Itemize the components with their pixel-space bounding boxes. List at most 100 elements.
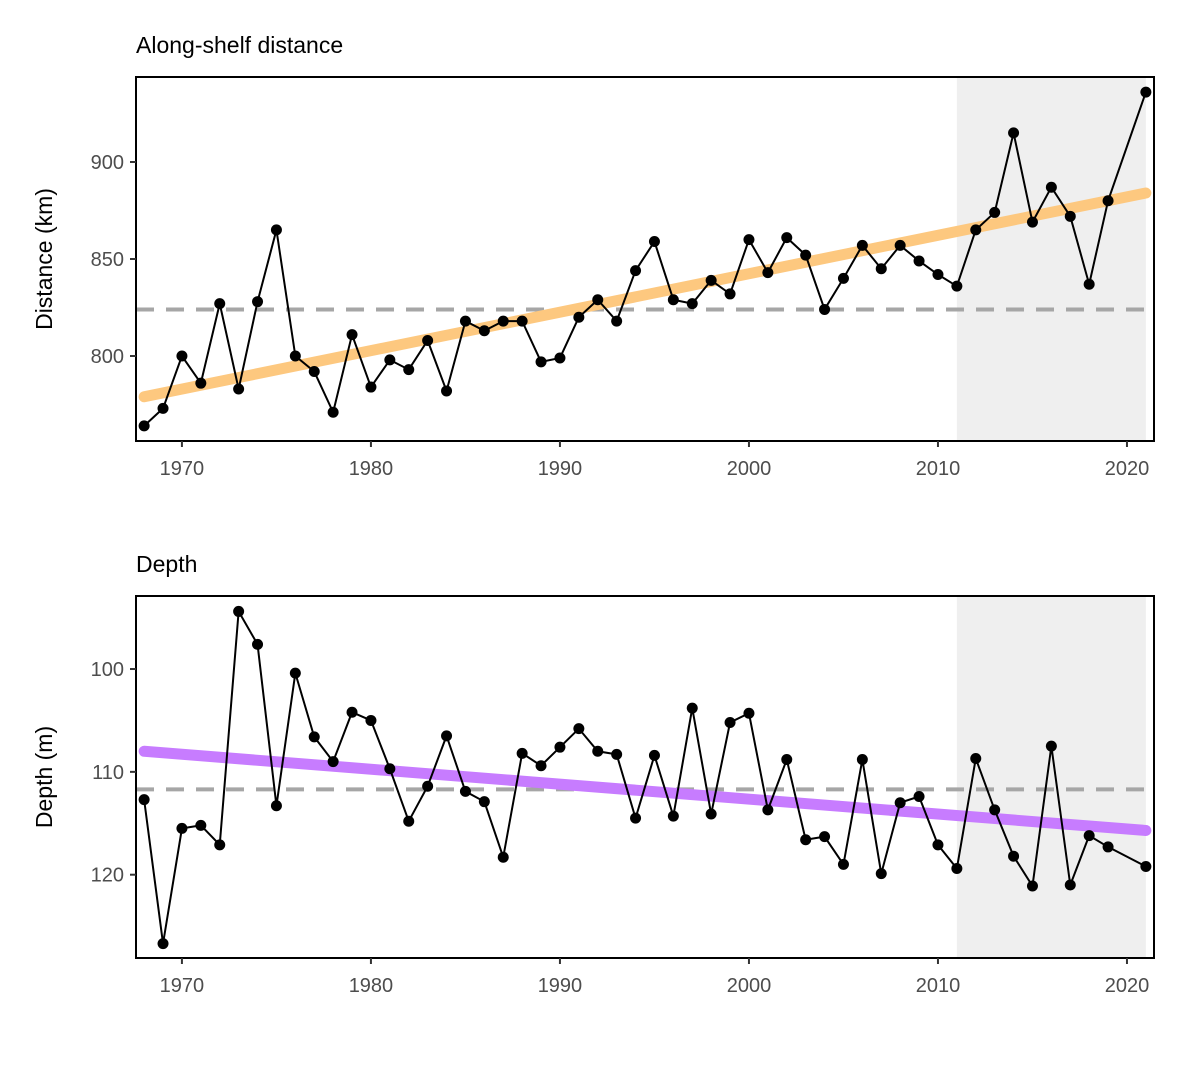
data-point: [1102, 841, 1114, 853]
data-point: [970, 224, 982, 236]
data-point: [875, 868, 887, 880]
data-point: [1026, 880, 1038, 892]
data-point: [535, 356, 547, 368]
trend-line: [138, 745, 1152, 836]
data-point: [516, 315, 528, 327]
data-point: [214, 298, 226, 310]
data-point: [1102, 195, 1114, 207]
data-point: [743, 234, 755, 246]
data-point: [138, 794, 150, 806]
data-point: [176, 350, 188, 362]
y-axis-label: Depth (m): [31, 726, 57, 828]
data-point: [743, 707, 755, 719]
y-tick-label: 900: [91, 152, 124, 174]
data-point: [1064, 210, 1076, 222]
data-point: [270, 800, 282, 812]
data-point: [157, 938, 169, 950]
data-point: [611, 315, 623, 327]
data-point: [573, 311, 585, 323]
data-point: [970, 752, 982, 764]
y-tick-label: 110: [92, 762, 124, 784]
data-point: [1045, 181, 1057, 193]
data-point: [667, 294, 679, 306]
data-point: [630, 265, 642, 277]
data-point: [422, 780, 434, 792]
data-point: [894, 797, 906, 809]
data-point: [459, 785, 471, 797]
data-point: [535, 760, 547, 772]
data-point: [611, 748, 623, 760]
data-point: [403, 815, 415, 827]
data-point: [630, 812, 642, 824]
data-point: [270, 224, 282, 236]
data-point: [781, 754, 793, 766]
data-point: [856, 239, 868, 251]
data-point: [951, 863, 963, 875]
data-point: [441, 385, 453, 397]
data-point: [762, 267, 774, 279]
data-point: [932, 839, 944, 851]
data-point: [781, 232, 793, 244]
data-point: [289, 350, 301, 362]
y-tick-label: 100: [91, 659, 124, 681]
data-point: [705, 808, 717, 820]
data-point: [403, 364, 415, 376]
x-tick-label: 2020: [1105, 975, 1150, 997]
data-point: [667, 810, 679, 822]
data-point: [819, 303, 831, 315]
data-point: [195, 377, 207, 389]
data-point: [592, 745, 604, 757]
data-point: [573, 723, 585, 735]
x-tick-label: 2000: [727, 458, 772, 480]
data-point: [686, 298, 698, 310]
data-point: [365, 714, 377, 726]
data-point: [856, 754, 868, 766]
x-tick-label: 1990: [538, 458, 583, 480]
data-point: [346, 329, 358, 341]
x-tick-label: 1970: [160, 458, 205, 480]
data-point: [157, 402, 169, 414]
data-point: [951, 280, 963, 292]
shaded-period: [956, 77, 1146, 441]
plot-frame: [135, 595, 1155, 959]
data-point: [233, 605, 245, 617]
data-point: [289, 667, 301, 679]
x-tick-label: 1980: [349, 458, 394, 480]
x-tick-label: 2000: [727, 975, 772, 997]
data-point: [516, 747, 528, 759]
x-tick-label: 1970: [160, 975, 205, 997]
data-point: [214, 839, 226, 851]
data-point: [1026, 216, 1038, 228]
data-point: [1008, 127, 1020, 139]
data-point: [819, 831, 831, 843]
data-point: [913, 255, 925, 267]
x-tick-label: 1980: [349, 975, 394, 997]
data-point: [837, 272, 849, 284]
data-point: [724, 288, 736, 300]
data-point: [837, 858, 849, 870]
data-point: [705, 274, 717, 286]
data-point: [422, 334, 434, 346]
y-axis-label: Distance (km): [31, 188, 57, 330]
data-point: [195, 819, 207, 831]
y-tick-label: 120: [91, 865, 124, 887]
x-tick-label: 2010: [916, 458, 961, 480]
x-tick-label: 2010: [916, 975, 961, 997]
data-point: [478, 796, 490, 808]
data-point: [592, 294, 604, 306]
x-tick-label: 1990: [538, 975, 583, 997]
data-point: [327, 756, 339, 768]
data-point: [459, 315, 471, 327]
data-point: [932, 269, 944, 281]
data-point: [1140, 86, 1152, 98]
panel-title: Along-shelf distance: [136, 32, 343, 58]
data-point: [497, 315, 509, 327]
data-point: [384, 354, 396, 366]
data-point: [554, 741, 566, 753]
data-point: [1045, 740, 1057, 752]
data-point: [176, 822, 188, 834]
data-point: [894, 239, 906, 251]
data-point: [308, 366, 320, 378]
x-tick-label: 2020: [1105, 458, 1150, 480]
